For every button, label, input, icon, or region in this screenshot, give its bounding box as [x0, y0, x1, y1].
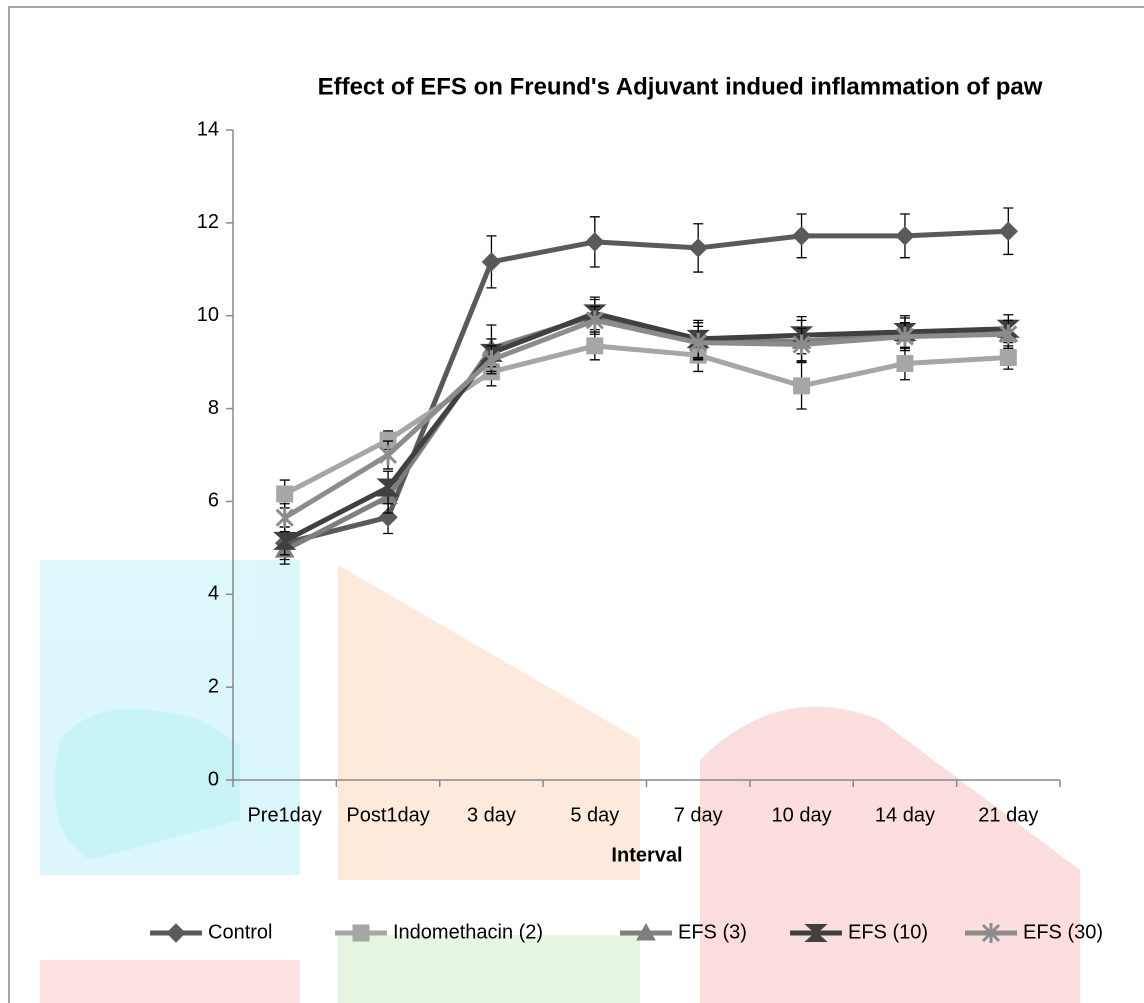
marker: [277, 508, 293, 528]
marker: [897, 356, 913, 372]
marker: [586, 233, 604, 251]
x-tick-label: 7 day: [674, 804, 723, 826]
chart-title: Effect of EFS on Freund's Adjuvant indue…: [318, 73, 1043, 100]
y-tick-label: 10: [197, 304, 219, 326]
marker: [793, 227, 811, 245]
y-tick-label: 4: [208, 583, 219, 605]
page: {"chart_data": {"type": "line", "title":…: [0, 0, 1144, 1003]
x-tick-label: 3 day: [467, 804, 516, 826]
y-tick-label: 8: [208, 397, 219, 419]
x-tick-label: 5 day: [570, 804, 619, 826]
x-tick-label: Post1day: [346, 804, 429, 826]
marker: [689, 239, 707, 257]
marker: [277, 486, 293, 502]
marker: [167, 924, 185, 942]
x-axis-label: Interval: [611, 844, 682, 866]
x-tick-label: 21 day: [978, 804, 1038, 826]
x-tick-label: Pre1day: [247, 804, 322, 826]
x-tick-label: 14 day: [875, 804, 935, 826]
marker: [896, 227, 914, 245]
y-tick-label: 2: [208, 675, 219, 697]
y-tick-label: 0: [208, 768, 219, 790]
marker: [999, 222, 1017, 240]
marker: [380, 445, 396, 465]
legend-label: EFS (10): [848, 921, 928, 943]
legend-label: Indomethacin (2): [393, 921, 543, 943]
x-tick-label: 10 day: [772, 804, 832, 826]
chart: Effect of EFS on Freund's Adjuvant indue…: [0, 0, 1144, 1003]
y-tick-label: 14: [197, 118, 219, 140]
y-tick-label: 6: [208, 490, 219, 512]
y-tick-label: 12: [197, 211, 219, 233]
marker: [353, 925, 369, 941]
series: [276, 208, 1018, 559]
marker: [482, 253, 500, 271]
legend-label: EFS (30): [1023, 921, 1103, 943]
legend-label: EFS (3): [678, 921, 747, 943]
marker: [1000, 350, 1016, 366]
legend-label: Control: [208, 921, 272, 943]
marker: [587, 338, 603, 354]
marker: [794, 378, 810, 394]
